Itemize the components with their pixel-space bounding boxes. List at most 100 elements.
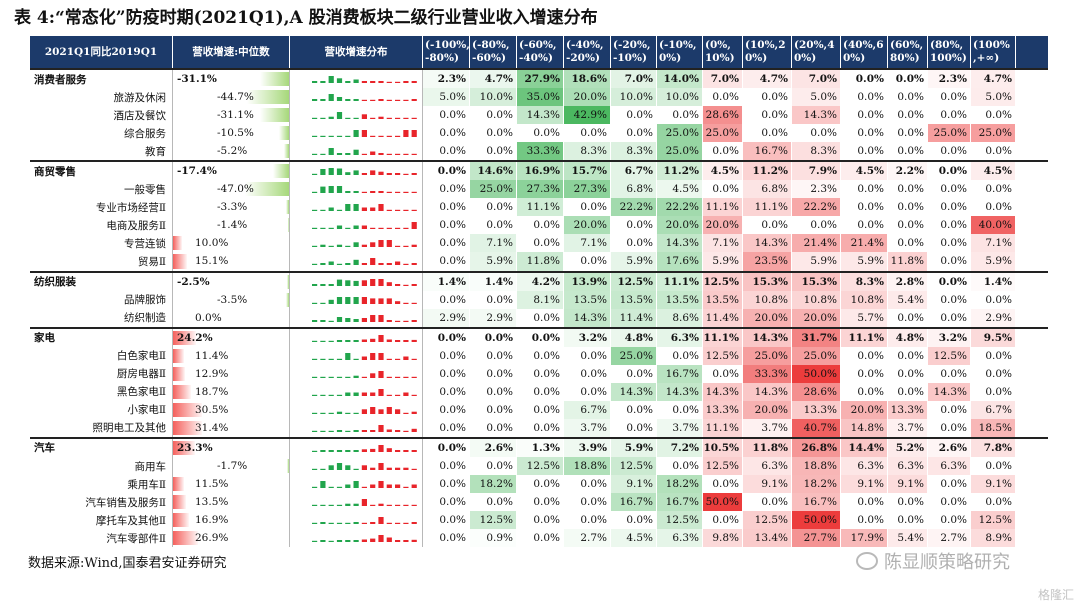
bin-value: 5.9%	[470, 252, 517, 271]
bin-value: 0.0%	[703, 180, 743, 199]
median-value: 23.3%	[177, 441, 213, 454]
sparkline-bar	[370, 278, 376, 286]
sparkline-bar	[386, 394, 392, 396]
sparkline-bar	[320, 358, 326, 360]
bin-value: 0.0%	[971, 198, 1016, 217]
bin-value: 25.0%	[703, 124, 743, 143]
median-value: 11.5%	[195, 478, 229, 491]
sparkline-bar	[370, 297, 376, 304]
bin-value: 14.3%	[792, 106, 841, 125]
bin-value: 20.0%	[657, 216, 703, 235]
sparkline-bar	[361, 465, 367, 470]
bin-value: 0.0%	[470, 106, 517, 125]
median-value: 0.0%	[195, 311, 222, 324]
table-row: 摩托车及其他Ⅱ 16.9% 0.0% 12.5% 0.0% 0.0% 0.0% 12.5% 0.…	[30, 511, 1048, 530]
bin-value: 18.2%	[470, 475, 517, 494]
distribution-sparkline	[290, 124, 423, 143]
sparkline-bar	[320, 504, 326, 507]
sparkline-bar	[336, 97, 343, 102]
bin-value: 12.5%	[611, 272, 657, 291]
bin-value: 0.0%	[657, 456, 703, 476]
bin-value: 6.3%	[928, 456, 971, 476]
bin-value: 0.0%	[423, 529, 470, 548]
sparkline-bar	[353, 260, 359, 266]
bin-value: 10.0%	[657, 88, 703, 107]
median-value: -1.4%	[217, 219, 248, 232]
sparkline-bar	[378, 204, 384, 212]
sparkline-bar	[345, 263, 351, 266]
bin-value: 0.0%	[423, 475, 470, 494]
sparkline-bar	[370, 484, 376, 489]
bin-value: 0.0%	[423, 142, 470, 161]
sparkline-bar	[395, 484, 401, 489]
sparkline-bar	[312, 154, 318, 156]
bin-value: 0.0%	[611, 234, 657, 253]
median-bar	[287, 218, 289, 233]
bin-value: 14.6%	[470, 162, 517, 181]
sparkline-bar	[378, 517, 384, 525]
bin-value: 23.5%	[743, 252, 792, 271]
bin-value: 14.4%	[841, 438, 888, 457]
sparkline-bar	[386, 263, 392, 266]
sparkline-bar	[386, 537, 392, 543]
bin-value: 13.9%	[564, 272, 611, 291]
sparkline-bar	[345, 430, 351, 432]
sparkline-bar	[386, 154, 392, 156]
sparkline-bar	[411, 210, 417, 212]
sparkline-bar	[370, 373, 376, 378]
median-cell: -44.7%	[173, 88, 290, 107]
sparkline-bar	[403, 356, 409, 360]
sparkline-bar	[395, 99, 401, 102]
sparkline-bar	[353, 296, 359, 304]
bin-value: 10.8%	[743, 290, 792, 309]
table-row: 乘用车Ⅱ 11.5% 0.0% 18.2% 0.0% 0.0% 9.1% 18.2% 0.0% 9…	[30, 475, 1048, 494]
median-cell: 15.1%	[173, 252, 290, 271]
distribution-sparkline	[290, 88, 423, 107]
sparkline-bar	[328, 148, 334, 156]
sparkline-bar	[312, 412, 318, 414]
sparkline-bar	[361, 207, 367, 212]
sparkline-bar	[386, 504, 392, 507]
sparkline-bar	[403, 320, 409, 322]
sparkline-bar	[361, 392, 367, 396]
industry-name: 专营连锁	[30, 234, 173, 253]
bin-value: 0.0%	[423, 216, 470, 235]
median-value: -31.1%	[177, 73, 217, 86]
bin-value: 3.2%	[928, 328, 971, 347]
sparkline-bar	[336, 394, 343, 396]
industry-name: 汽车	[30, 438, 173, 457]
sparkline-bar	[403, 210, 409, 212]
bin-value: 10.0%	[470, 88, 517, 107]
sparkline-bar	[411, 339, 417, 342]
bin-value: 7.0%	[611, 70, 657, 89]
bin-value: 6.8%	[743, 180, 792, 199]
median-cell: 0.0%	[173, 308, 290, 327]
sparkline-bar	[336, 153, 343, 156]
bin-value: 10.5%	[703, 438, 743, 457]
bin-value: 13.3%	[792, 400, 841, 419]
bin-value: 11.8%	[517, 252, 564, 271]
industry-name: 摩托车及其他Ⅱ	[30, 511, 173, 530]
bin-value: 25.0%	[792, 346, 841, 365]
bin-value: 18.8%	[792, 456, 841, 476]
sparkline-bar	[353, 318, 359, 322]
bin-value: 6.7%	[611, 162, 657, 181]
median-bar	[285, 292, 289, 307]
bin-value: 0.0%	[657, 106, 703, 125]
sparkline-bar	[403, 117, 409, 120]
bin-value: 0.0%	[470, 124, 517, 143]
bin-value: 0.0%	[888, 382, 928, 401]
group-row: 家电 24.2% 0.0% 0.0% 0.0% 3.2% 4.8% 6.3% 11.1% 14.3…	[30, 326, 1048, 347]
bin-value: 15.3%	[743, 272, 792, 291]
bin-value: 0.0%	[611, 418, 657, 437]
sparkline-bar	[328, 465, 334, 470]
bin-value: 0.0%	[928, 106, 971, 125]
bin-value: 13.5%	[703, 290, 743, 309]
sparkline-bar	[411, 428, 417, 432]
bin-value: 0.0%	[841, 106, 888, 125]
bin-value: 0.0%	[470, 493, 517, 512]
bin-value: 18.2%	[792, 475, 841, 494]
industry-name: 小家电Ⅱ	[30, 400, 173, 419]
bin-value: 26.8%	[792, 438, 841, 457]
sparkline-bar	[312, 210, 318, 212]
